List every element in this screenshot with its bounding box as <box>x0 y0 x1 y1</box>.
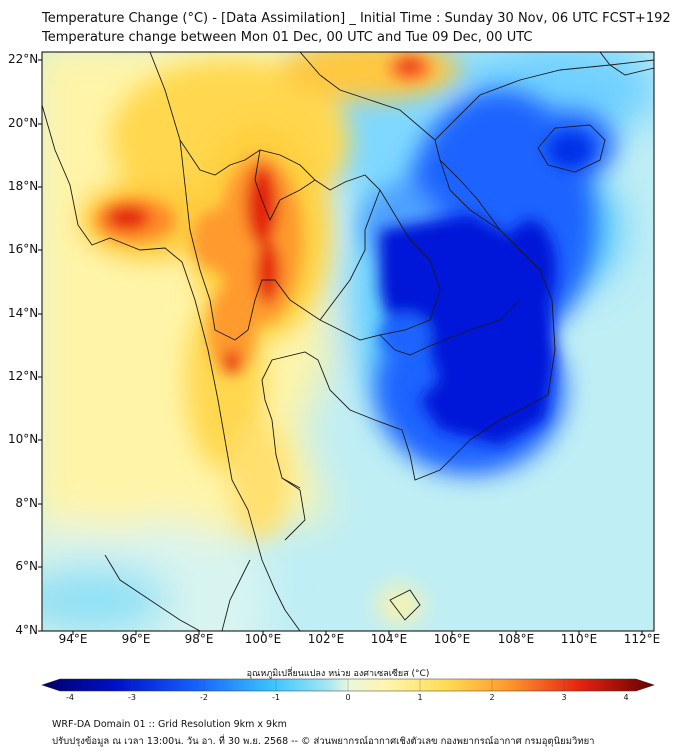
country-borders <box>42 52 654 631</box>
lon-tick-label: 96°E <box>121 632 151 646</box>
lat-tick-label: 22°N <box>8 52 39 66</box>
lat-tick-label: 4°N <box>15 623 38 637</box>
colorbar <box>41 678 655 692</box>
lat-tick-label: 20°N <box>8 116 39 130</box>
colorbar-tick-label: 1 <box>417 693 423 702</box>
footer-domain-info: WRF-DA Domain 01 :: Grid Resolution 9km … <box>52 719 287 730</box>
lon-tick-label: 106°E <box>433 632 471 646</box>
colorbar-tick-label: -4 <box>66 693 74 702</box>
lon-tick-label: 102°E <box>307 632 345 646</box>
lat-tick-label: 18°N <box>8 179 39 193</box>
lat-tick-label: 14°N <box>8 306 39 320</box>
axis-ticks <box>38 59 643 635</box>
lat-tick-label: 12°N <box>8 369 39 383</box>
lat-tick-label: 16°N <box>8 242 39 256</box>
lon-tick-label: 94°E <box>58 632 88 646</box>
colorbar-title: อุณหภูมิเปลี่ยนแปลง หน่วย องศาเซลเซียส (… <box>246 669 430 679</box>
lat-tick-label: 6°N <box>15 559 38 573</box>
lon-tick-label: 104°E <box>370 632 408 646</box>
lon-tick-label: 112°E <box>623 632 661 646</box>
lon-tick-label: 108°E <box>497 632 535 646</box>
lon-tick-label: 110°E <box>560 632 598 646</box>
lat-tick-label: 10°N <box>8 432 39 446</box>
lat-tick-label: 8°N <box>15 496 38 510</box>
lon-tick-label: 100°E <box>244 632 282 646</box>
lon-tick-label: 98°E <box>184 632 214 646</box>
colorbar-tick-label: 2 <box>489 693 495 702</box>
colorbar-tick-label: 4 <box>623 693 629 702</box>
colorbar-tick-label: -1 <box>272 693 280 702</box>
map-frame <box>41 51 655 632</box>
colorbar-tick-label: 3 <box>561 693 567 702</box>
colorbar-tick-label: -3 <box>128 693 136 702</box>
chart-title: Temperature Change (°C) - [Data Assimila… <box>42 11 671 26</box>
colorbar-tick-label: -2 <box>200 693 208 702</box>
chart-subtitle: Temperature change between Mon 01 Dec, 0… <box>42 30 533 45</box>
temperature-field <box>42 52 654 631</box>
footer-credit: ปรับปรุงข้อมูล ณ เวลา 13:00น. วัน อา. ที… <box>52 736 595 747</box>
colorbar-tick-label: 0 <box>345 693 351 702</box>
